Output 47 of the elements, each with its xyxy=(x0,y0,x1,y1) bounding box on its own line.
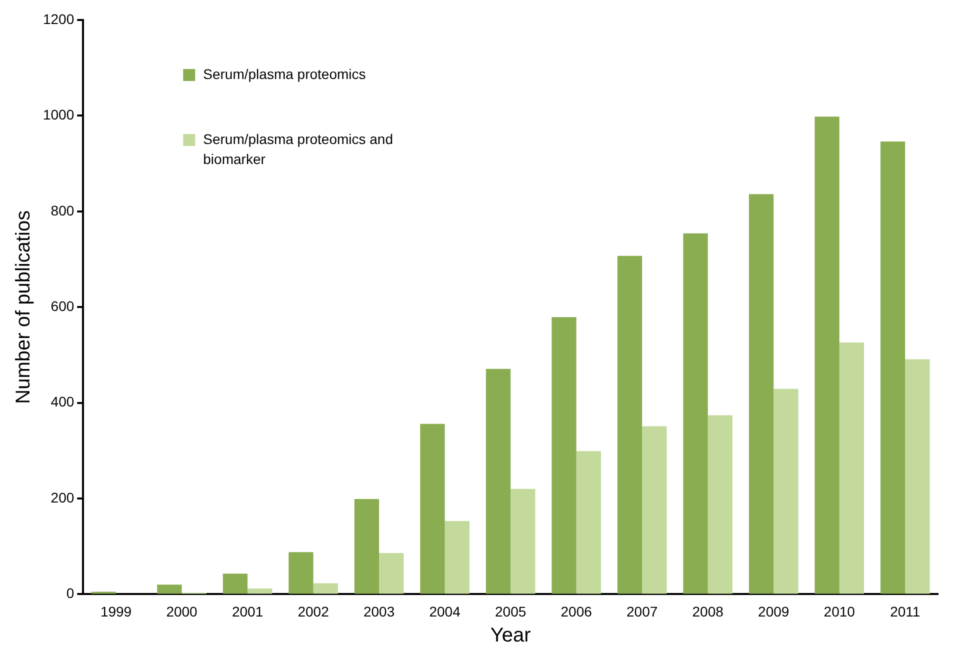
bar xyxy=(248,588,272,594)
bar xyxy=(313,583,338,594)
y-axis-title: Number of publicatios xyxy=(12,210,35,404)
x-tick-label: 2010 xyxy=(824,603,856,620)
legend-label: Serum/plasma proteomics and biomarker xyxy=(203,130,394,167)
bar xyxy=(510,488,536,594)
bar xyxy=(354,498,380,594)
y-tick-label: 600 xyxy=(50,298,74,314)
bar xyxy=(617,256,642,594)
bar xyxy=(288,552,314,594)
x-tick-label: 2005 xyxy=(494,603,526,620)
bar xyxy=(157,584,182,594)
bar xyxy=(880,142,906,594)
bar xyxy=(708,415,733,594)
x-tick-label: 2000 xyxy=(166,603,198,620)
x-tick-label: 2008 xyxy=(692,603,724,620)
bar xyxy=(905,359,930,594)
x-tick-label: 2003 xyxy=(363,603,395,620)
bar xyxy=(748,194,774,594)
legend-label: Serum/plasma proteomics xyxy=(203,66,366,82)
bar xyxy=(576,451,601,594)
x-tick-label: 2009 xyxy=(758,603,790,620)
y-tick-label: 1000 xyxy=(42,106,74,123)
x-tick-label: 2002 xyxy=(298,603,330,620)
x-tick-label: 1999 xyxy=(100,603,132,620)
x-tick-label: 2004 xyxy=(429,603,461,620)
x-tick-label: 2006 xyxy=(560,603,592,620)
bar xyxy=(642,426,667,594)
x-tick-label: 2011 xyxy=(890,603,920,620)
bar xyxy=(420,424,445,594)
bar xyxy=(486,368,511,594)
y-tick-label: 800 xyxy=(50,202,74,218)
y-tick-label: 400 xyxy=(50,394,74,410)
bar xyxy=(444,520,470,594)
bar xyxy=(774,388,798,594)
bar xyxy=(683,233,708,594)
x-tick-label: 2007 xyxy=(626,603,658,620)
bar xyxy=(222,574,248,594)
y-tick-label: 0 xyxy=(66,585,74,602)
bar xyxy=(814,116,840,594)
y-tick-label: 200 xyxy=(50,489,74,506)
bar xyxy=(839,342,864,594)
x-axis-title: Year xyxy=(490,624,532,647)
y-tick-label: 1200 xyxy=(42,10,74,27)
bar xyxy=(552,317,576,594)
bar xyxy=(379,553,404,594)
x-tick-label: 2001 xyxy=(232,603,264,620)
